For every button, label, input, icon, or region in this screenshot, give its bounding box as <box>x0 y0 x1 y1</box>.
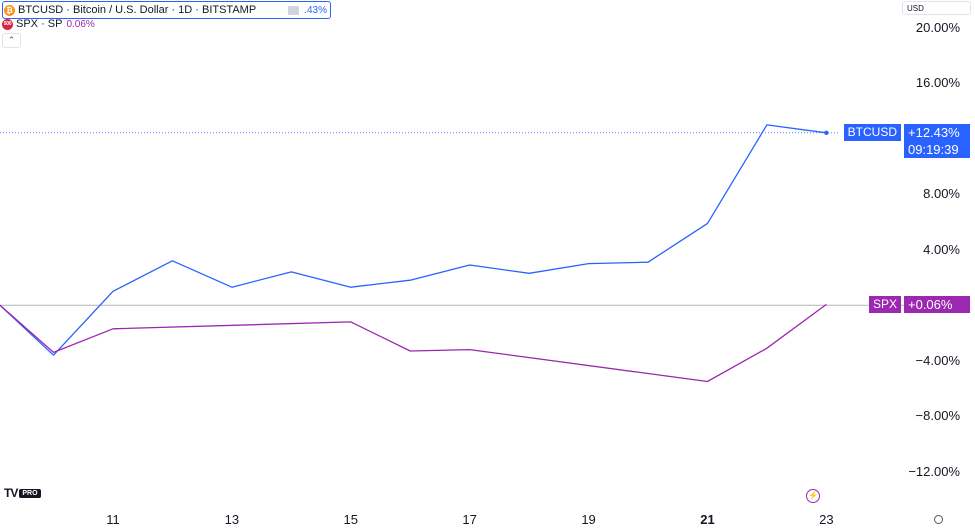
x-tick-label: 19 <box>581 512 596 527</box>
x-tick-label: 17 <box>462 512 477 527</box>
series-value-tag: +12.43% 09:19:39 <box>904 124 970 159</box>
settings-icon[interactable] <box>934 515 943 524</box>
collapse-legend-button[interactable]: ⌃ <box>2 33 21 48</box>
x-tick-label: 21 <box>700 512 715 527</box>
series-value-tag: +0.06% <box>904 295 970 313</box>
compare-series-change: 0.06% <box>66 18 95 30</box>
series-line-btcusd <box>0 124 827 356</box>
eye-icon[interactable] <box>288 5 300 15</box>
currency-selector[interactable]: USD <box>902 1 971 15</box>
spx-symbol-icon: 500 <box>2 18 13 30</box>
logo-mark: TV <box>4 486 18 500</box>
y-tick-label: −4.00% <box>915 352 960 368</box>
series-line-spx <box>0 303 827 383</box>
main-series-change: .43% <box>304 4 327 16</box>
compare-series-legend[interactable]: 500 SPX · SP 0.06% <box>2 17 95 31</box>
bar-countdown: 09:19:39 <box>908 142 959 158</box>
lightning-icon[interactable]: ⚡ <box>806 489 820 503</box>
main-series-title: BTCUSD · Bitcoin / U.S. Dollar · 1D · BI… <box>18 4 257 16</box>
x-tick-label: 13 <box>224 512 240 527</box>
series-name-tag: SPX <box>868 295 901 313</box>
series-name-tag: BTCUSD <box>843 124 901 142</box>
y-tick-label: −12.00% <box>908 463 960 479</box>
x-tick-label: 23 <box>819 512 834 527</box>
y-tick-label: 8.00% <box>923 186 960 202</box>
y-tick-label: 20.00% <box>915 19 960 35</box>
x-tick-label: 11 <box>106 512 120 527</box>
tradingview-logo[interactable]: TV PRO <box>4 486 41 500</box>
y-tick-label: −8.00% <box>915 408 960 424</box>
logo-pro-badge: PRO <box>19 488 41 498</box>
bitcoin-symbol-icon: ₿ <box>4 4 15 16</box>
y-tick-label: 4.00% <box>923 241 960 257</box>
x-tick-label: 15 <box>343 512 358 527</box>
y-tick-label: 16.00% <box>915 75 960 91</box>
compare-series-title: SPX · SP <box>16 18 63 30</box>
series-change-value: +12.43% <box>908 125 960 141</box>
btcusd-last-point <box>824 130 829 135</box>
main-series-legend[interactable]: ₿ BTCUSD · Bitcoin / U.S. Dollar · 1D · … <box>2 1 331 19</box>
